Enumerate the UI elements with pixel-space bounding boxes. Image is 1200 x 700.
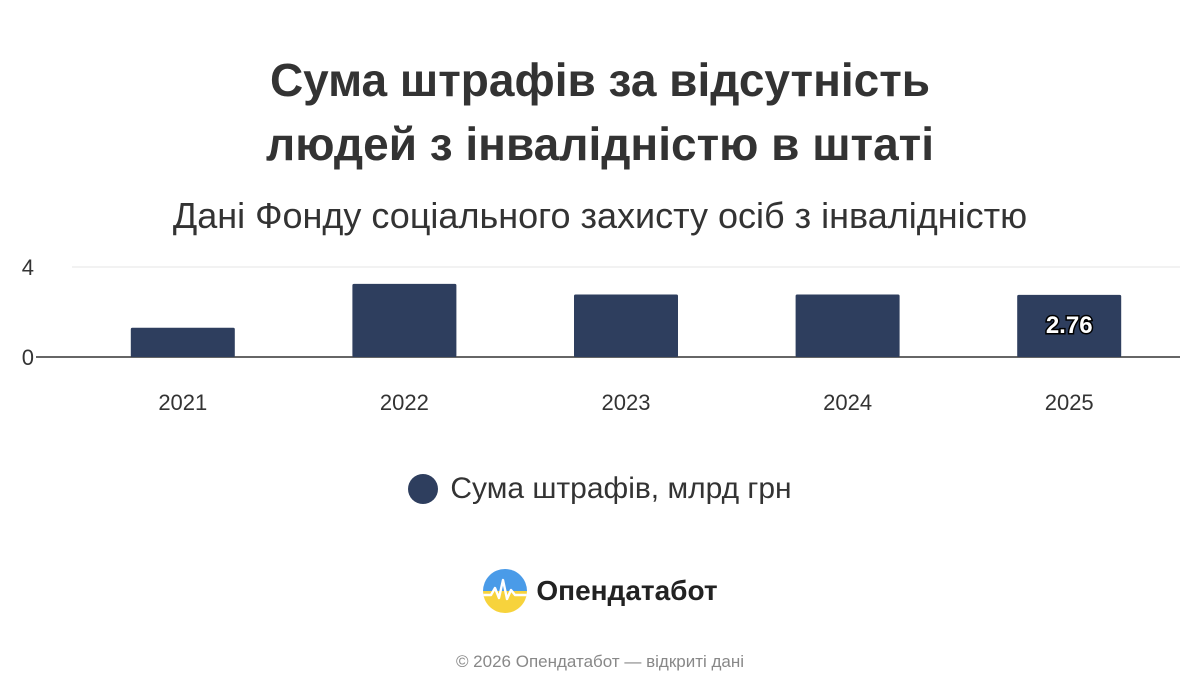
x-tick-label: 2025: [1045, 390, 1094, 415]
footer-copyright: © 2026 Опендатабот — відкриті дані: [455, 652, 745, 671]
x-tick-label: 2023: [602, 390, 651, 415]
bar-2025: [1017, 294, 1122, 357]
chart-title: Сума штрафів за відсутність людей з інва…: [0, 48, 1200, 176]
opendatabot-logo-icon: [483, 569, 528, 613]
data-label: 2.76: [1046, 312, 1093, 339]
brand: Опендатабот: [0, 568, 1200, 614]
x-tick-label: 2021: [158, 390, 207, 415]
y-tick-label: 0: [22, 345, 34, 370]
chart-subtitle: Дані Фонду соціального захисту осіб з ін…: [172, 195, 1028, 236]
brand-name: Опендатабот: [536, 575, 718, 606]
bar-2023: [574, 294, 678, 357]
chart-title-line-1: Сума штрафів за відсутність: [269, 54, 931, 106]
bar-2021: [130, 327, 235, 357]
bar-2024: [795, 294, 900, 357]
bar-chart: 0 4 2021 2022 2023 2024 2025 2.76: [22, 255, 1180, 415]
legend[interactable]: Сума штрафів, млрд грн: [0, 472, 1200, 506]
legend-label: Сума штрафів, млрд грн: [450, 472, 792, 505]
x-tick-label: 2022: [380, 390, 429, 415]
x-tick-label: 2024: [823, 390, 872, 415]
y-tick-label: 4: [22, 255, 34, 280]
legend-swatch: [408, 474, 439, 504]
chart-title-line-2: людей з інвалідністю в штаті: [266, 118, 934, 170]
bar-2022: [352, 283, 457, 357]
